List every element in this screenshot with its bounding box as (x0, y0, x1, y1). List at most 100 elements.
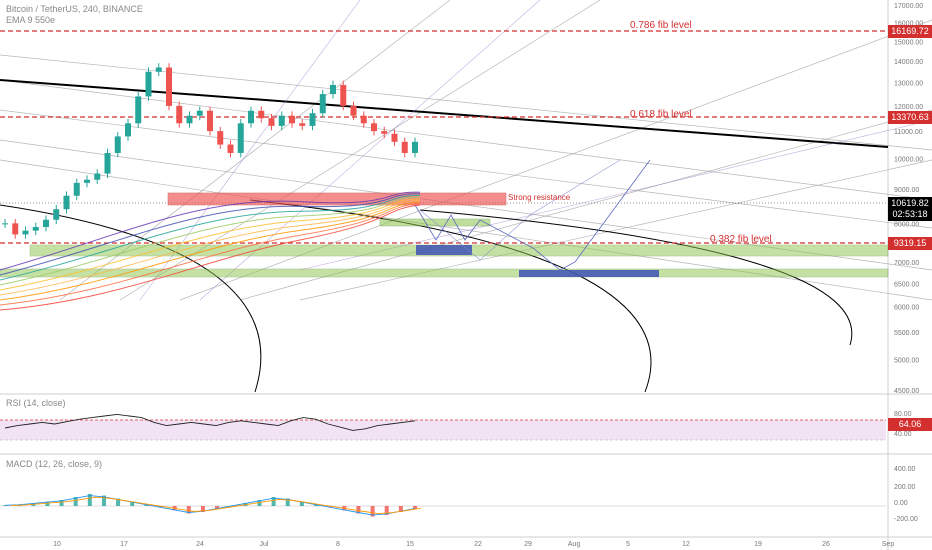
moving-average-line (0, 194, 421, 281)
candle-body (12, 223, 19, 235)
macd-histogram-bar (45, 501, 50, 506)
projection-path (419, 159, 621, 261)
macd-histogram-bar (215, 506, 220, 509)
macd-histogram-bar (299, 501, 304, 506)
candle-body (248, 110, 254, 124)
x-tick-label: 15 (406, 541, 414, 548)
moving-average-line (0, 202, 421, 306)
candle-body (227, 144, 234, 153)
y-tick-label: 15000.00 (894, 39, 923, 46)
macd-histogram-bar (356, 506, 361, 514)
symbol-title: Bitcoin / TetherUS, 240, BINANCE (6, 4, 143, 14)
candle-body (401, 141, 408, 153)
candle-body (73, 182, 80, 196)
y-tick-label: 11000.00 (894, 129, 923, 136)
gann-arc (419, 209, 853, 346)
macd-histogram-bar (328, 506, 333, 508)
candle-body (391, 133, 398, 142)
moving-average-line (0, 196, 421, 286)
macd-histogram-bar (116, 498, 121, 506)
macd-tick-label: 400.00 (894, 466, 916, 473)
macd-histogram-bar (370, 506, 375, 517)
candle-body (381, 131, 388, 134)
y-tick-label: 12000.00 (894, 104, 923, 111)
fib-618-label: 0.618 fib level (630, 109, 692, 120)
x-tick-label: 29 (524, 541, 532, 548)
candle-body (166, 67, 172, 106)
rsi-tick-label: 80.00 (894, 411, 912, 418)
y-tick-label: 9000.00 (894, 187, 919, 194)
candle-body (371, 123, 377, 132)
macd-histogram-bar (59, 500, 64, 506)
fib-382-label: 0.382 fib level (710, 234, 772, 245)
y-tick-label: 7000.00 (894, 260, 919, 267)
macd-histogram-bar (144, 504, 149, 506)
y-tick-label: 5500.00 (894, 330, 919, 337)
macd-histogram-bar (73, 497, 78, 506)
x-tick-label: 19 (754, 541, 762, 548)
macd-histogram-bar (384, 506, 389, 515)
x-tick-label: 24 (196, 541, 204, 548)
candle-body (2, 223, 8, 225)
fib-786-price-tag: 16169.72 (888, 25, 932, 38)
y-tick-label: 6000.00 (894, 305, 919, 312)
macd-histogram-bar (3, 505, 7, 506)
rsi-tick-label: 40.00 (894, 431, 912, 438)
macd-histogram-bar (101, 495, 106, 506)
candle-body (319, 94, 326, 114)
macd-histogram-bar (314, 504, 319, 506)
moving-average-line (0, 204, 421, 311)
rsi-value-tag: 64.06 (888, 418, 932, 431)
fib-786-label: 0.786 fib level (630, 20, 692, 31)
x-tick-label: 5 (626, 541, 630, 548)
fib-618-price-tag: 13370.63 (888, 111, 932, 124)
candle-body (289, 115, 295, 124)
y-tick-label: 14000.00 (894, 59, 923, 66)
candle-body (94, 173, 101, 180)
macd-histogram-bar (285, 498, 290, 506)
macd-histogram-bar (200, 506, 205, 512)
ma-legend: EMA 9 550e (6, 15, 56, 25)
macd-histogram-bar (158, 506, 163, 508)
candle-body (84, 179, 90, 183)
macd-histogram-bar (398, 506, 403, 512)
candle-body (32, 226, 39, 231)
candle-body (217, 131, 224, 145)
x-tick-label: Sep (882, 541, 895, 548)
x-tick-label: 8 (336, 541, 340, 548)
target-box (519, 270, 659, 277)
macd-tick-label: 200.00 (894, 484, 916, 491)
y-tick-label: 4500.00 (894, 388, 919, 395)
trend-line (0, 79, 932, 201)
x-tick-label: 12 (682, 541, 690, 548)
candle-body (340, 84, 347, 106)
x-tick-label: Aug (568, 541, 581, 548)
candle-body (53, 209, 60, 220)
x-tick-label: Jul (260, 541, 269, 548)
macd-histogram-bar (257, 500, 262, 506)
rsi-line (4, 413, 416, 431)
macd-histogram-bar (87, 494, 92, 506)
candle-body (114, 136, 121, 153)
candle-body (176, 105, 183, 124)
x-tick-label: 22 (474, 541, 482, 548)
y-tick-label: 16000.00 (894, 21, 923, 28)
x-tick-label: 17 (120, 541, 128, 548)
macd-histogram-bar (413, 506, 417, 509)
rsi-label: RSI (14, close) (6, 398, 66, 408)
candle-body (125, 123, 131, 137)
rsi-band (0, 420, 886, 440)
moving-average-line (0, 193, 421, 276)
macd-histogram-bar (130, 501, 135, 506)
moving-average-line (0, 199, 421, 296)
candle-body (207, 110, 213, 132)
candle-body (258, 110, 265, 119)
candle-body (360, 115, 367, 124)
macd-tick-label: 0.00 (894, 500, 908, 507)
macd-label: MACD (12, 26, close, 9) (6, 459, 103, 469)
fib-382-price-tag: 9319.15 (888, 237, 932, 250)
candle-body (330, 84, 336, 95)
candle-body (412, 141, 418, 153)
candle-body (63, 195, 70, 210)
